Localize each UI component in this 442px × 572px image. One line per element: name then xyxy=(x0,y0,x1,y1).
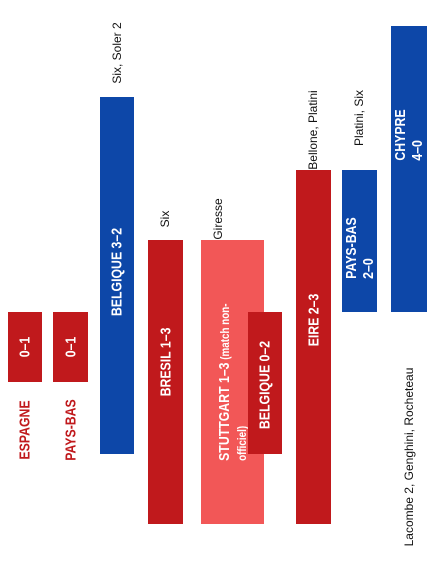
scorers-9: Lacombe 2, Genghini, Rocheteau xyxy=(402,367,416,547)
bar-1 xyxy=(8,312,42,382)
scorers-5: Giresse xyxy=(211,198,225,240)
bar-label-4: BRESIL 1–3 xyxy=(157,328,174,397)
bar-3 xyxy=(100,97,134,454)
bar-label-8: PAYS-BAS 2–0 xyxy=(343,211,377,279)
bar-label-text-6: BELGIQUE 0–2 xyxy=(256,340,274,430)
scorers-7: Bellone, Platini xyxy=(306,90,320,170)
bar-label-text-4: BRESIL 1–3 xyxy=(157,327,174,397)
bar-score-1: 0–1 xyxy=(16,336,34,358)
bar-label-text-9: CHYPRE 4–0 xyxy=(392,109,426,161)
bar-label-text-5: STUTTGART 1–3 xyxy=(215,362,233,461)
bar-2 xyxy=(53,312,88,382)
bar-6 xyxy=(248,312,282,454)
bar-7 xyxy=(296,170,331,524)
bar-label-3: BELGIQUE 3–2 xyxy=(109,228,126,316)
bar-label-2: PAYS-BAS xyxy=(62,399,79,461)
bar-label-6: BELGIQUE 0–2 xyxy=(257,341,274,429)
scorers-8: Platini, Six xyxy=(352,89,366,147)
bar-label-text-7: EIRE 2–3 xyxy=(305,293,322,347)
bar-label-7: EIRE 2–3 xyxy=(305,294,322,347)
bar-label-9: CHYPRE 4–0 xyxy=(392,109,426,160)
bar-label-5: STUTTGART 1–3 (match non-officiel) xyxy=(215,289,250,461)
bar-label-text-8: PAYS-BAS 2–0 xyxy=(342,217,377,279)
scorers-3: Six, Soler 2 xyxy=(110,22,124,84)
bar-label-text-3: BELGIQUE 3–2 xyxy=(108,227,126,317)
bar-8 xyxy=(342,170,377,312)
bar-label-1: ESPAGNE xyxy=(16,400,34,460)
bar-9 xyxy=(391,26,427,312)
bar-score-2: 0–1 xyxy=(62,336,79,358)
bar-4 xyxy=(148,240,183,524)
scorers-4: Six xyxy=(158,210,172,228)
